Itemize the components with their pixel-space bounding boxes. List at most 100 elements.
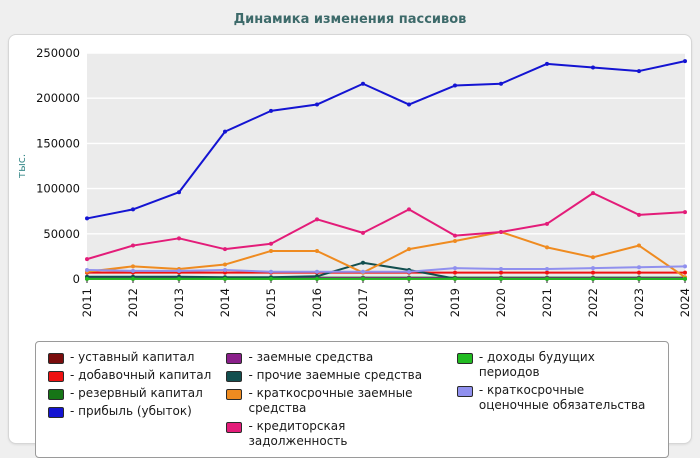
series-point	[637, 270, 641, 275]
series-point	[85, 276, 89, 281]
series-point	[315, 217, 319, 222]
series-line	[86, 265, 686, 273]
series-point	[683, 276, 687, 281]
legend-label: - уставный капитал	[70, 350, 195, 364]
series-point	[545, 270, 549, 275]
legend-label: - прибыль (убыток)	[70, 404, 192, 418]
series-point	[637, 265, 641, 270]
y-tick-label: 100000	[36, 182, 80, 196]
series-point	[223, 276, 227, 281]
series-point	[407, 269, 411, 274]
legend-label: - прочие заемные средства	[248, 368, 423, 382]
legend-marker	[226, 422, 243, 433]
y-tick-label: 250000	[36, 46, 80, 60]
series-point	[85, 216, 89, 221]
series-point	[223, 247, 227, 252]
series-point	[545, 267, 549, 272]
series-point	[177, 268, 181, 273]
series-point	[315, 276, 319, 281]
y-tick-label: 0	[73, 272, 80, 286]
series-point	[637, 69, 641, 74]
legend-item: - краткосрочные заемные средства	[226, 386, 442, 416]
series-point	[545, 245, 549, 250]
legend-label: - заемные средства	[248, 350, 374, 364]
y-tick-label: 200000	[36, 91, 80, 105]
legend-marker	[48, 353, 64, 364]
legend-label: - кредиторская задолженность	[248, 419, 348, 448]
liabilities-line-chart: 0 50000 100000 150000 200000 250000 2011 2012 20…	[15, 46, 692, 317]
legend-marker	[226, 371, 243, 382]
legend-column: - доходы будущих периодов - краткосрочные…	[456, 350, 656, 449]
series-point	[591, 255, 595, 260]
series-point	[499, 229, 503, 234]
series-point	[591, 270, 595, 275]
series-point	[269, 248, 273, 253]
x-tick-label: 2011	[80, 288, 94, 317]
series-point	[499, 81, 503, 86]
legend-item: - резервный капитал	[48, 386, 212, 401]
series-point	[85, 257, 89, 262]
x-tick-label: 2019	[448, 288, 462, 317]
series-point	[453, 266, 457, 271]
series-point	[591, 276, 595, 281]
series-point	[361, 269, 365, 274]
series-point	[453, 83, 457, 88]
chart-panel: 0 50000 100000 150000 200000 250000 2011 2012 20…	[8, 34, 692, 458]
series-point	[545, 61, 549, 66]
x-tick-label: 2016	[310, 288, 324, 317]
series-point	[177, 276, 181, 281]
chart-legend: - уставный капитал - добавочный капитал - …	[35, 341, 669, 458]
series-point	[361, 230, 365, 235]
legend-item: - прибыль (убыток)	[48, 404, 212, 419]
series-point	[453, 270, 457, 275]
legend-label: - добавочный капитал	[70, 368, 212, 382]
series-point	[683, 270, 687, 275]
series-point	[131, 207, 135, 212]
legend-marker	[456, 386, 473, 397]
y-tick-label: 50000	[43, 227, 80, 241]
legend-label: - краткосрочные заемные средства	[248, 386, 413, 415]
series-point	[545, 221, 549, 226]
x-tick-label: 2012	[126, 288, 140, 317]
legend-item: - кредиторская задолженность	[226, 419, 442, 449]
plot-area	[87, 53, 685, 279]
series-point	[131, 243, 135, 248]
series-point	[131, 276, 135, 281]
x-tick-label: 2015	[264, 288, 278, 317]
series-point	[131, 264, 135, 269]
series-point	[683, 264, 687, 269]
series-point	[269, 108, 273, 113]
series-point	[545, 276, 549, 281]
legend-item: - краткосрочные оценочные обязательства	[456, 383, 656, 413]
legend-label: - резервный капитал	[70, 386, 203, 400]
series-point	[315, 269, 319, 274]
series-point	[591, 191, 595, 196]
legend-label: - краткосрочные оценочные обязательства	[478, 383, 646, 412]
series-point	[499, 267, 503, 272]
legend-item: - прочие заемные средства	[226, 368, 442, 383]
legend-marker	[226, 389, 243, 400]
x-tick-label: 2021	[540, 288, 554, 317]
legend-marker	[48, 371, 64, 382]
series-point	[407, 207, 411, 212]
series-point	[315, 102, 319, 107]
series-line	[86, 60, 686, 220]
page-title: Динамика изменения пассивов	[233, 12, 467, 27]
y-axis-title: тыс.	[15, 154, 28, 179]
series-point	[177, 236, 181, 241]
series-point	[85, 267, 89, 272]
series-point	[407, 247, 411, 252]
series-point	[591, 266, 595, 271]
legend-column: - заемные средства - прочие заемные средс…	[226, 350, 442, 449]
legend-item: - уставный капитал	[48, 350, 212, 365]
legend-marker	[48, 407, 64, 418]
series-point	[315, 248, 319, 253]
x-tick-label: 2022	[586, 288, 600, 317]
legend-item: - заемные средства	[226, 350, 442, 365]
series-point	[177, 190, 181, 195]
series-point	[453, 276, 457, 281]
x-tick-label: 2013	[172, 288, 186, 317]
series-point	[269, 276, 273, 281]
series-point	[223, 129, 227, 134]
series-point	[361, 276, 365, 281]
